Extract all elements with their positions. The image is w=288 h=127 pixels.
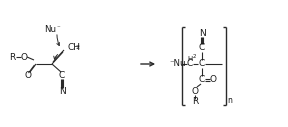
Text: O: O xyxy=(20,52,27,61)
Text: N: N xyxy=(199,28,205,37)
Text: C: C xyxy=(199,44,205,52)
Text: ⁻Nu: ⁻Nu xyxy=(169,60,185,68)
Text: 2: 2 xyxy=(75,45,79,50)
Text: R: R xyxy=(192,98,198,107)
Text: n: n xyxy=(227,96,232,105)
Text: O: O xyxy=(24,70,31,80)
Text: CH: CH xyxy=(68,44,81,52)
Text: C: C xyxy=(199,60,205,68)
Text: C: C xyxy=(199,75,205,84)
Text: 2: 2 xyxy=(193,54,196,59)
Text: R: R xyxy=(9,52,15,61)
Text: N: N xyxy=(59,86,65,96)
Text: O: O xyxy=(209,75,217,84)
Text: H: H xyxy=(187,56,193,62)
Text: ⁻: ⁻ xyxy=(57,25,61,31)
Text: C: C xyxy=(187,60,193,68)
Text: Nu: Nu xyxy=(44,25,56,34)
Text: O: O xyxy=(192,86,198,96)
Text: C: C xyxy=(59,70,65,80)
